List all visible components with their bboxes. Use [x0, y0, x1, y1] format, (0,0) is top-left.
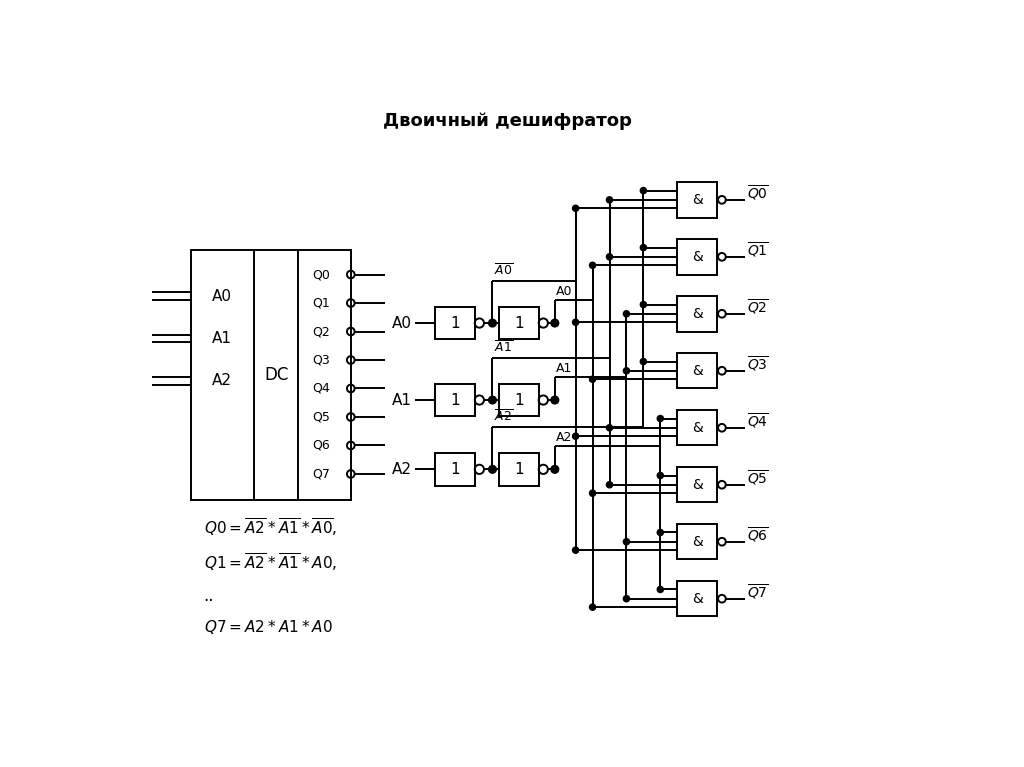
Circle shape	[657, 587, 664, 593]
Circle shape	[657, 472, 664, 479]
Text: A1: A1	[212, 331, 232, 346]
Circle shape	[590, 604, 596, 611]
Text: A2: A2	[391, 462, 412, 477]
Text: $\overline{A0}$: $\overline{A0}$	[494, 263, 513, 278]
Text: A0: A0	[391, 315, 412, 331]
Circle shape	[624, 538, 630, 545]
Bar	[190, 250, 351, 500]
Text: Q5: Q5	[312, 410, 330, 423]
Text: DC: DC	[264, 366, 289, 384]
Text: 1: 1	[450, 315, 460, 331]
Text: 1: 1	[514, 393, 523, 407]
Circle shape	[606, 254, 612, 260]
Text: $\overline{Q0}$: $\overline{Q0}$	[748, 184, 769, 203]
Text: &: &	[692, 591, 702, 606]
Text: &: &	[692, 250, 702, 264]
Text: &: &	[692, 193, 702, 207]
Circle shape	[640, 187, 646, 194]
Text: Q4: Q4	[312, 382, 330, 395]
Text: $\overline{Q7}$: $\overline{Q7}$	[748, 583, 769, 602]
Circle shape	[551, 319, 559, 327]
Bar	[677, 524, 717, 559]
Text: Q6: Q6	[312, 439, 330, 452]
Text: &: &	[692, 364, 702, 378]
Circle shape	[551, 466, 559, 473]
Text: 1: 1	[514, 462, 523, 477]
Text: &: &	[692, 478, 702, 492]
Bar	[677, 353, 717, 389]
Circle shape	[624, 596, 630, 602]
Text: $\overline{Q4}$: $\overline{Q4}$	[748, 412, 769, 431]
Circle shape	[572, 547, 579, 553]
Bar	[677, 239, 717, 275]
Text: A0: A0	[556, 285, 572, 298]
Text: Q7: Q7	[312, 467, 330, 480]
Circle shape	[488, 319, 497, 327]
Text: Двоичный дешифратор: Двоичный дешифратор	[383, 112, 632, 130]
Text: Q3: Q3	[312, 354, 330, 367]
Text: $\mathit{Q1} = \overline{A2} * \overline{A1} * A0,$: $\mathit{Q1} = \overline{A2} * \overline…	[204, 551, 337, 573]
Text: &: &	[692, 421, 702, 435]
Circle shape	[572, 433, 579, 439]
Bar	[499, 453, 539, 486]
Circle shape	[572, 319, 579, 325]
Bar	[677, 581, 717, 617]
Circle shape	[640, 245, 646, 251]
Text: A2: A2	[556, 431, 572, 444]
Text: ..: ..	[204, 588, 214, 605]
Text: &: &	[692, 535, 702, 548]
Text: $\overline{Q1}$: $\overline{Q1}$	[748, 241, 769, 260]
Bar	[677, 467, 717, 502]
Text: A2: A2	[212, 374, 232, 388]
Text: $\overline{Q6}$: $\overline{Q6}$	[748, 526, 769, 545]
Bar	[677, 182, 717, 218]
Circle shape	[572, 206, 579, 212]
Circle shape	[624, 367, 630, 374]
Text: &: &	[692, 307, 702, 321]
Bar	[677, 410, 717, 446]
Circle shape	[488, 397, 497, 404]
Text: A0: A0	[212, 288, 232, 304]
Text: $\overline{A2}$: $\overline{A2}$	[494, 410, 513, 425]
Text: $\overline{Q3}$: $\overline{Q3}$	[748, 355, 769, 374]
Text: $\mathit{Q7} = A2 * A1 * A0$: $\mathit{Q7} = A2 * A1 * A0$	[204, 618, 333, 636]
Circle shape	[640, 358, 646, 364]
Text: Q2: Q2	[312, 325, 330, 338]
Circle shape	[606, 482, 612, 488]
Text: Q1: Q1	[312, 297, 330, 310]
Bar	[435, 384, 475, 416]
Bar	[677, 296, 717, 331]
Bar	[499, 307, 539, 339]
Circle shape	[551, 397, 559, 404]
Circle shape	[590, 490, 596, 496]
Circle shape	[488, 466, 497, 473]
Circle shape	[624, 311, 630, 317]
Bar	[435, 307, 475, 339]
Circle shape	[657, 529, 664, 535]
Text: 1: 1	[450, 393, 460, 407]
Text: A1: A1	[556, 361, 572, 374]
Text: Q0: Q0	[312, 268, 330, 281]
Bar	[499, 384, 539, 416]
Circle shape	[657, 416, 664, 422]
Text: 1: 1	[514, 315, 523, 331]
Circle shape	[590, 376, 596, 382]
Text: $\overline{A1}$: $\overline{A1}$	[494, 340, 513, 355]
Circle shape	[606, 197, 612, 203]
Text: $\overline{Q2}$: $\overline{Q2}$	[748, 298, 769, 318]
Bar	[435, 453, 475, 486]
Text: A1: A1	[391, 393, 412, 407]
Text: $\mathit{Q0} = \overline{A2} * \overline{A1} * \overline{A0},$: $\mathit{Q0} = \overline{A2} * \overline…	[204, 516, 337, 538]
Text: 1: 1	[450, 462, 460, 477]
Circle shape	[606, 425, 612, 431]
Circle shape	[590, 262, 596, 268]
Circle shape	[640, 301, 646, 308]
Text: $\overline{Q5}$: $\overline{Q5}$	[748, 469, 769, 489]
